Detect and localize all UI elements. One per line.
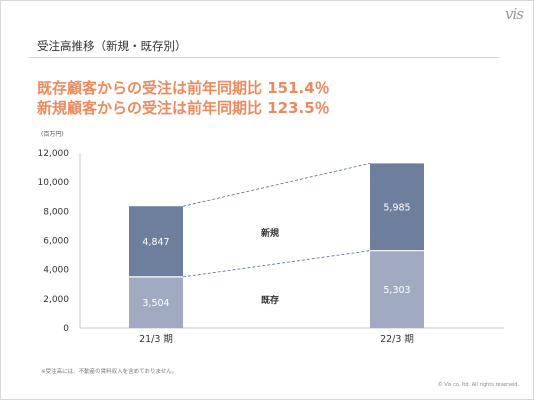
bar-new-0 [129,206,183,277]
y-tick-label: 4,000 [43,266,69,276]
series-label-new: 新規 [261,227,279,239]
data-label: 5,303 [383,285,410,296]
y-tick-label: 2,000 [43,295,69,305]
connector-existing [182,250,371,278]
y-tick-label: 12,000 [38,149,70,159]
y-tick-label: 8,000 [43,207,69,217]
copyright: © Vis co. ltd. All rights reserved. [437,382,519,388]
headline-existing: 既存顧客からの受注は前年同期比 151.4％ [37,79,330,97]
slide-title: 受注高推移（新規・既存別） [37,39,187,53]
bar-existing-0 [129,276,183,328]
series-label-existing: 既存 [261,294,279,306]
bar-new-1 [370,163,424,251]
x-tick-label: 22/3 期 [380,334,414,345]
y-tick-label: 10,000 [38,178,70,188]
connector-total [182,162,371,207]
data-label: 4,847 [142,237,169,248]
bar-existing-1 [370,250,424,328]
footnote: ※受注高には、不動産の賃料収入を含めておりません。 [41,369,178,375]
company-logo: vis [505,5,524,23]
data-label: 3,504 [142,298,169,309]
y-tick-label: 6,000 [43,237,69,247]
data-label: 5,985 [383,203,410,214]
y-tick-label: 0 [63,324,69,334]
y-axis-unit-label: (百万円) [41,131,64,138]
title-divider [29,57,499,58]
x-tick-label: 21/3 期 [139,334,173,345]
headline-new: 新規顧客からの受注は前年同期比 123.5％ [37,99,330,117]
